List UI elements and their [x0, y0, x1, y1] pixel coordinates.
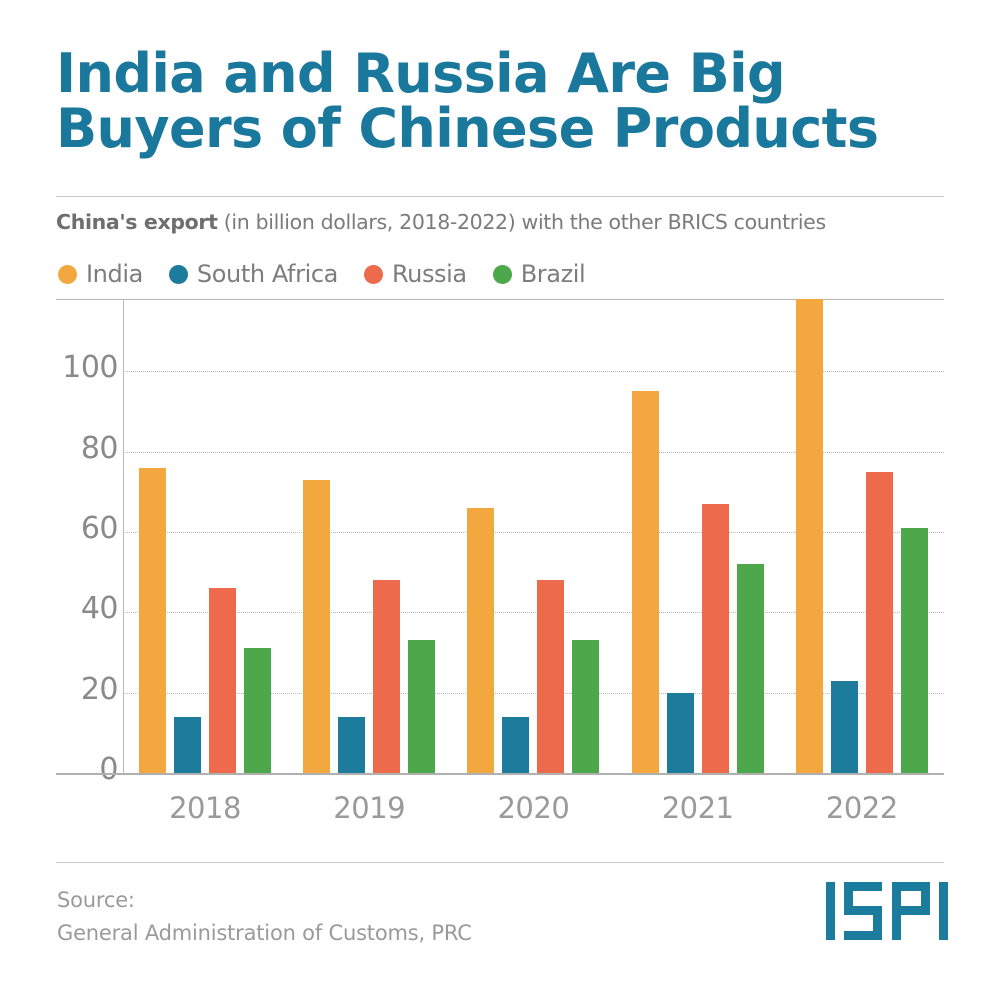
x-axis-line: [56, 773, 944, 775]
ispi-logo: [826, 882, 948, 944]
legend-item-label: India: [86, 260, 143, 288]
bar[interactable]: [408, 640, 436, 773]
x-axis-group-label: 2020: [497, 791, 570, 825]
x-axis-group-label: 2021: [661, 791, 734, 825]
bar[interactable]: [572, 640, 600, 773]
y-axis-tick-label: 0: [99, 752, 118, 787]
bar[interactable]: [303, 479, 331, 773]
divider-bottom: [56, 862, 944, 863]
bar[interactable]: [209, 588, 236, 773]
source-note: Source: General Administration of Custom…: [57, 884, 472, 949]
x-axis-group-label: 2022: [825, 791, 898, 825]
x-axis-group-label: 2019: [333, 791, 406, 825]
bar[interactable]: [502, 716, 530, 773]
chart-top-border: [56, 299, 944, 300]
source-label: Source:: [57, 888, 135, 912]
legend-item[interactable]: India: [58, 260, 143, 288]
bar[interactable]: [865, 471, 893, 773]
x-axis-group-label: 2018: [169, 791, 241, 825]
gridline: [123, 692, 944, 694]
chart-legend: India South Africa Russia Brazil: [58, 260, 586, 288]
bar[interactable]: [338, 716, 366, 773]
legend-swatch-icon: [58, 264, 77, 284]
bar[interactable]: [830, 680, 858, 773]
y-axis-ticks: 0 20 40 60 80 100: [56, 299, 119, 787]
chart-subtitle: China's export (in billion dollars, 2018…: [56, 210, 826, 234]
gridline: [123, 371, 944, 373]
chart-subtitle-rest: (in billion dollars, 2018-2022) with the…: [217, 210, 826, 234]
bar-chart: 0 20 40 60 80 100 2018 2019 2020 2021 2022: [56, 299, 944, 825]
legend-item-label: Russia: [391, 260, 467, 288]
chart-subtitle-strong: China's export: [56, 210, 218, 234]
gridline: [123, 612, 944, 614]
bar[interactable]: [537, 580, 565, 773]
legend-item[interactable]: South Africa: [168, 260, 338, 288]
gridline: [123, 531, 944, 533]
legend-swatch-icon: [168, 264, 188, 284]
legend-item[interactable]: Brazil: [492, 260, 586, 288]
bar[interactable]: [631, 391, 659, 773]
y-axis-tick-label: 80: [80, 430, 119, 466]
source-value: General Administration of Customs, PRC: [57, 920, 472, 945]
legend-item-label: South Africa: [196, 260, 338, 288]
legend-item-label: Brazil: [520, 260, 586, 288]
legend-swatch-icon: [363, 264, 383, 284]
legend-item[interactable]: Russia: [363, 260, 467, 288]
bar[interactable]: [701, 503, 729, 773]
bar[interactable]: [174, 716, 201, 773]
plot-area: [123, 299, 944, 773]
gridline: [123, 451, 944, 453]
y-axis-tick-label: 40: [80, 591, 119, 627]
bar[interactable]: [373, 580, 401, 773]
bar[interactable]: [467, 507, 495, 773]
legend-swatch-icon: [492, 264, 512, 284]
y-axis-tick-label: 20: [80, 671, 119, 707]
page-title-line-1: India and Russia Are Big: [56, 42, 786, 105]
bar[interactable]: [244, 648, 271, 773]
y-axis-line: [123, 299, 124, 773]
bar[interactable]: [795, 299, 823, 773]
page-title: India and Russia Are Big Buyers of Chine…: [56, 46, 956, 156]
bar[interactable]: [666, 692, 694, 773]
y-axis-tick-label: 100: [62, 350, 118, 386]
divider-top: [56, 196, 944, 197]
bar[interactable]: [900, 527, 928, 773]
page-title-line-2: Buyers of Chinese Products: [56, 97, 879, 161]
y-axis-tick-label: 60: [80, 510, 119, 546]
bar[interactable]: [736, 564, 764, 773]
title-block: India and Russia Are Big Buyers of Chine…: [56, 46, 956, 156]
bar[interactable]: [139, 467, 166, 773]
